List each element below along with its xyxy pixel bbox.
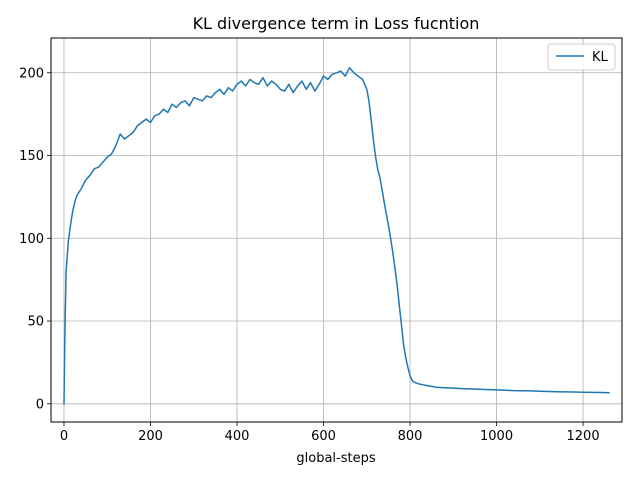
legend-label-kl: KL xyxy=(592,50,609,65)
series-line-kl xyxy=(63,67,610,405)
y-tick-label: 100 xyxy=(19,232,44,247)
x-tick-label: 1200 xyxy=(567,429,600,444)
legend-box xyxy=(547,43,616,71)
x-tick-label: 600 xyxy=(311,429,336,444)
plot-frame xyxy=(50,37,623,423)
x-tick-label: 400 xyxy=(225,429,250,444)
ticks: 0 200 400 600 800 1000 1200 0 50 100 150 200 xyxy=(19,66,599,444)
chart-title: KL divergence term in Loss fucntion xyxy=(193,14,480,33)
legend: KL xyxy=(547,43,616,71)
x-tick-label: 200 xyxy=(138,429,163,444)
y-tick-label: 0 xyxy=(36,397,44,412)
grid xyxy=(51,38,622,422)
x-tick-label: 800 xyxy=(398,429,423,444)
x-tick-label: 1000 xyxy=(480,429,513,444)
x-tick-label: 0 xyxy=(60,429,68,444)
series-layer xyxy=(63,67,610,405)
y-tick-label: 150 xyxy=(19,149,44,164)
y-tick-label: 50 xyxy=(27,315,44,330)
y-tick-label: 200 xyxy=(19,66,44,81)
x-axis-title: global-steps xyxy=(296,451,375,466)
